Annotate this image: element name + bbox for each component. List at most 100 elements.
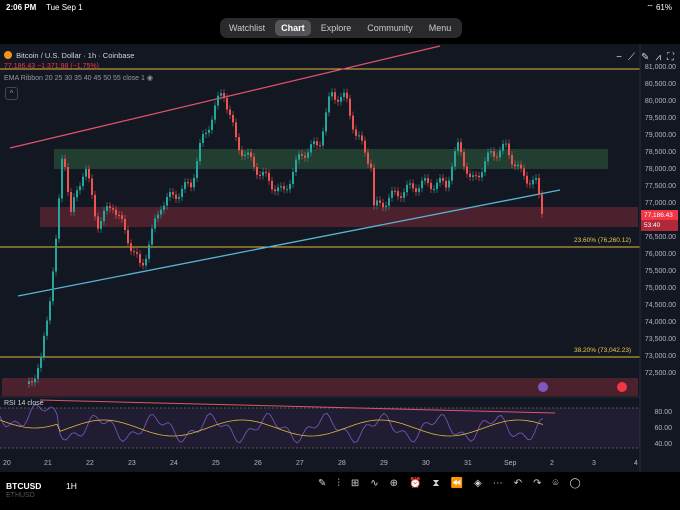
camera-icon[interactable]: ⌾	[552, 478, 559, 489]
fullscreen-icon[interactable]: ⛶	[667, 52, 674, 63]
battery-indicator: ⌔ 61%	[646, 3, 672, 13]
candle-body	[235, 122, 237, 138]
time-tick: 27	[296, 460, 304, 467]
tab-watchlist[interactable]: Watchlist	[229, 23, 266, 33]
chart-canvas[interactable]	[0, 44, 680, 472]
candle-body	[109, 206, 111, 209]
candle-body	[61, 158, 63, 199]
candle-body	[160, 209, 162, 215]
candle-body	[106, 206, 108, 211]
candle-body	[178, 197, 180, 199]
candle-body	[472, 175, 474, 177]
candle-body	[157, 214, 159, 219]
tab-community[interactable]: Community	[367, 23, 413, 33]
candle-body	[187, 182, 189, 184]
rsi-label[interactable]: RSI 14 close	[4, 400, 44, 407]
candle-body	[412, 183, 414, 189]
chart-legend[interactable]: Bitcoin / U.S. Dollar · 1h · Coinbase	[4, 51, 134, 60]
top-nav: Watchlist Chart Explore Community Menu	[220, 18, 462, 38]
candle-body	[214, 105, 216, 120]
price-tick: 74,000.00	[644, 319, 676, 326]
chart-area[interactable]: Bitcoin / U.S. Dollar · 1h · Coinbase 77…	[0, 44, 680, 472]
candle-body	[148, 244, 150, 259]
candle-body	[58, 198, 60, 239]
current-price-tag: 77,186.43	[641, 210, 678, 221]
alert-icon[interactable]	[538, 382, 548, 392]
candle-icon[interactable]: ⧗	[432, 478, 440, 489]
price-axis[interactable]: 81,000.00 80,500.00 80,000.00 79,500.00 …	[640, 44, 680, 472]
candle-body	[388, 197, 390, 206]
candle-body	[394, 190, 396, 192]
status-bar: 2:06 PM Tue Sep 1 ⌔ 61%	[0, 0, 680, 16]
time-tick: 20	[3, 460, 11, 467]
candle-body	[487, 152, 489, 162]
ema-ribbon-label[interactable]: EMA Ribbon 20 25 30 35 40 45 50 55 close…	[4, 74, 153, 82]
candle-body	[271, 180, 273, 190]
account-icon[interactable]: ◯	[569, 478, 581, 489]
candle-body	[199, 142, 201, 162]
more-icon[interactable]: ⋯	[492, 478, 503, 489]
candle-body	[286, 189, 288, 191]
candle-body	[166, 196, 168, 206]
trend-line-icon[interactable]: ⟋	[627, 52, 635, 63]
redo-icon[interactable]: ↷	[533, 478, 542, 489]
tab-explore[interactable]: Explore	[320, 23, 352, 33]
candle-body	[337, 99, 339, 102]
tab-chart[interactable]: Chart	[275, 20, 311, 36]
candle-body	[391, 190, 393, 198]
rewind-icon[interactable]: ⏪	[450, 478, 463, 489]
candle-body	[289, 184, 291, 190]
indicators-icon[interactable]: ∿	[370, 478, 379, 489]
chart-type-icon[interactable]: ⫶	[337, 478, 340, 489]
candle-body	[496, 156, 498, 158]
candle-body	[103, 210, 105, 222]
candle-body	[328, 96, 330, 113]
minus-icon[interactable]: −	[616, 52, 622, 63]
candle-body	[127, 230, 129, 244]
time-tick: 3	[592, 460, 596, 467]
candle-body	[172, 192, 174, 195]
candle-body	[358, 135, 360, 137]
eye-icon[interactable]: ◉	[146, 75, 153, 82]
event-flag-icon[interactable]	[617, 382, 627, 392]
candle-body	[163, 205, 165, 210]
candle-body	[247, 152, 249, 155]
candle-body	[367, 152, 369, 164]
status-time: 2:06 PM	[6, 3, 37, 12]
pattern-icon[interactable]: ⩘	[655, 52, 661, 63]
candle-body	[493, 151, 495, 157]
candle-body	[541, 194, 543, 214]
candle-body	[538, 178, 540, 195]
candle-body	[73, 197, 75, 212]
pen-icon[interactable]: ✎	[318, 478, 327, 489]
brush-icon[interactable]: ✎	[640, 52, 650, 63]
candle-body	[202, 134, 204, 143]
candle-body	[76, 190, 78, 198]
candle-body	[46, 320, 48, 336]
rsi-trend-line	[39, 399, 556, 414]
candle-body	[37, 367, 39, 379]
candle-body	[373, 167, 375, 206]
layout-icon[interactable]: ⊞	[350, 478, 360, 489]
collapse-icon[interactable]: ^	[5, 87, 18, 100]
candle-body	[268, 172, 270, 181]
rsi-band	[0, 408, 640, 448]
candle-body	[133, 251, 135, 253]
time-tick: 25	[212, 460, 220, 467]
symbol-selector[interactable]: BTCUSD	[6, 481, 42, 491]
candle-body	[169, 192, 171, 197]
candle-body	[463, 152, 465, 167]
candle-body	[364, 140, 366, 153]
candle-body	[139, 253, 141, 263]
candle-body	[175, 194, 177, 199]
undo-icon[interactable]: ↶	[513, 478, 523, 489]
timeframe-selector[interactable]: 1H	[66, 481, 77, 491]
candle-body	[193, 177, 195, 188]
alert-clock-icon[interactable]: ⏰	[409, 478, 422, 489]
candle-body	[97, 216, 99, 229]
candle-body	[280, 186, 282, 188]
layers-icon[interactable]: ◈	[474, 478, 482, 489]
add-icon[interactable]: ⊕	[389, 478, 399, 489]
candle-body	[523, 168, 525, 176]
tab-menu[interactable]: Menu	[428, 23, 452, 33]
